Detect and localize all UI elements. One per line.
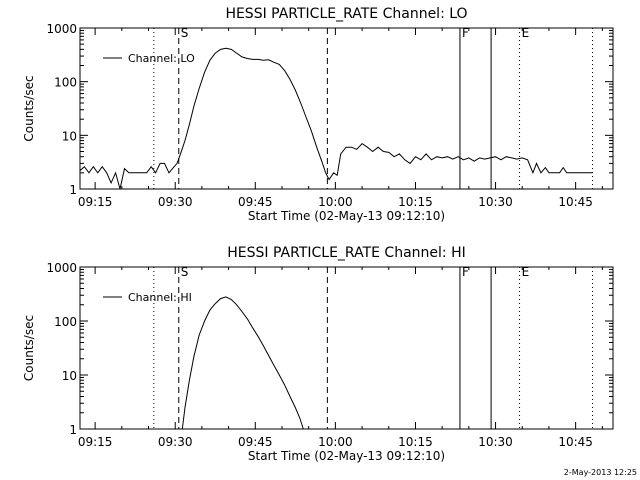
panel-1-x-tick-label-7: 10:45: [558, 195, 593, 209]
panel-1-y-tick-label-1: 1: [69, 183, 77, 197]
panel-2-title: HESSI PARTICLE_RATE Channel: HI: [227, 245, 465, 261]
panel-1-x-tick-label-2: 09:30: [158, 195, 193, 209]
panel-2-y-tick-label-1: 1: [69, 423, 77, 437]
panel-2-marker-label-s: S: [181, 265, 189, 279]
panel-1-x-tick-label-3: 09:45: [238, 195, 273, 209]
panel-2-marker-label-e: E: [522, 265, 530, 279]
panel-1-y-tick-label-4: 1000: [46, 22, 77, 36]
panel-1-plot-frame: [79, 27, 614, 190]
panel-1-title: HESSI PARTICLE_RATE Channel: LO: [225, 6, 467, 22]
panel-1-marker-label-s: S: [181, 26, 189, 40]
panel-2-x-axis-label: Start Time (02-May-13 09:12:10): [248, 449, 445, 463]
panel-1-legend-label: Channel: LO: [128, 52, 195, 65]
panel-2-y-tick-label-4: 1000: [46, 261, 77, 275]
panel-2-chart: HESSI PARTICLE_RATE Channel: HI S F E 09:15 0…: [22, 245, 614, 463]
panel-2-x-tick-label-7: 10:45: [558, 435, 593, 449]
panel-1-x-tick-label-6: 10:30: [478, 195, 513, 209]
panel-2-x-tick-label-2: 09:30: [158, 435, 193, 449]
panel-2-y-axis-label: Counts/sec: [22, 315, 36, 381]
panel-1-x-axis-label: Start Time (02-May-13 09:12:10): [248, 209, 445, 223]
panel-2-x-tick-label-1: 09:15: [78, 435, 113, 449]
panel-1-chart: HESSI PARTICLE_RATE Channel: LO S F E 09:15 0…: [22, 6, 614, 223]
panel-1-marker-label-e: E: [522, 26, 530, 40]
panel-1-marker-label-f: F: [462, 26, 469, 40]
panel-2-x-tick-label-3: 09:45: [238, 435, 273, 449]
panel-2-series-line-1: [181, 296, 304, 430]
panel-1-y-axis-label: Counts/sec: [22, 75, 36, 141]
panel-1-series-line-1: [79, 47, 593, 190]
panel-2-x-tick-label-5: 10:15: [398, 435, 433, 449]
panel-2-y-tick-label-3: 100: [54, 315, 77, 329]
panel-2-x-tick-label-6: 10:30: [478, 435, 513, 449]
panel-2-plot-frame: [79, 266, 614, 430]
footer-stamp: 2-May-2013 12:25: [564, 468, 637, 477]
panel-2-legend-label: Channel: HI: [128, 291, 192, 304]
panel-1-x-tick-label-4: 10:00: [318, 195, 353, 209]
panel-1-x-tick-label-1: 09:15: [78, 195, 113, 209]
panel-1-y-tick-label-2: 10: [62, 129, 77, 143]
panel-1-y-tick-label-3: 100: [54, 76, 77, 90]
panel-2-x-tick-label-4: 10:00: [318, 435, 353, 449]
panel-2-marker-label-f: F: [462, 265, 469, 279]
panel-2-y-tick-label-2: 10: [62, 369, 77, 383]
panel-1-x-tick-label-5: 10:15: [398, 195, 433, 209]
